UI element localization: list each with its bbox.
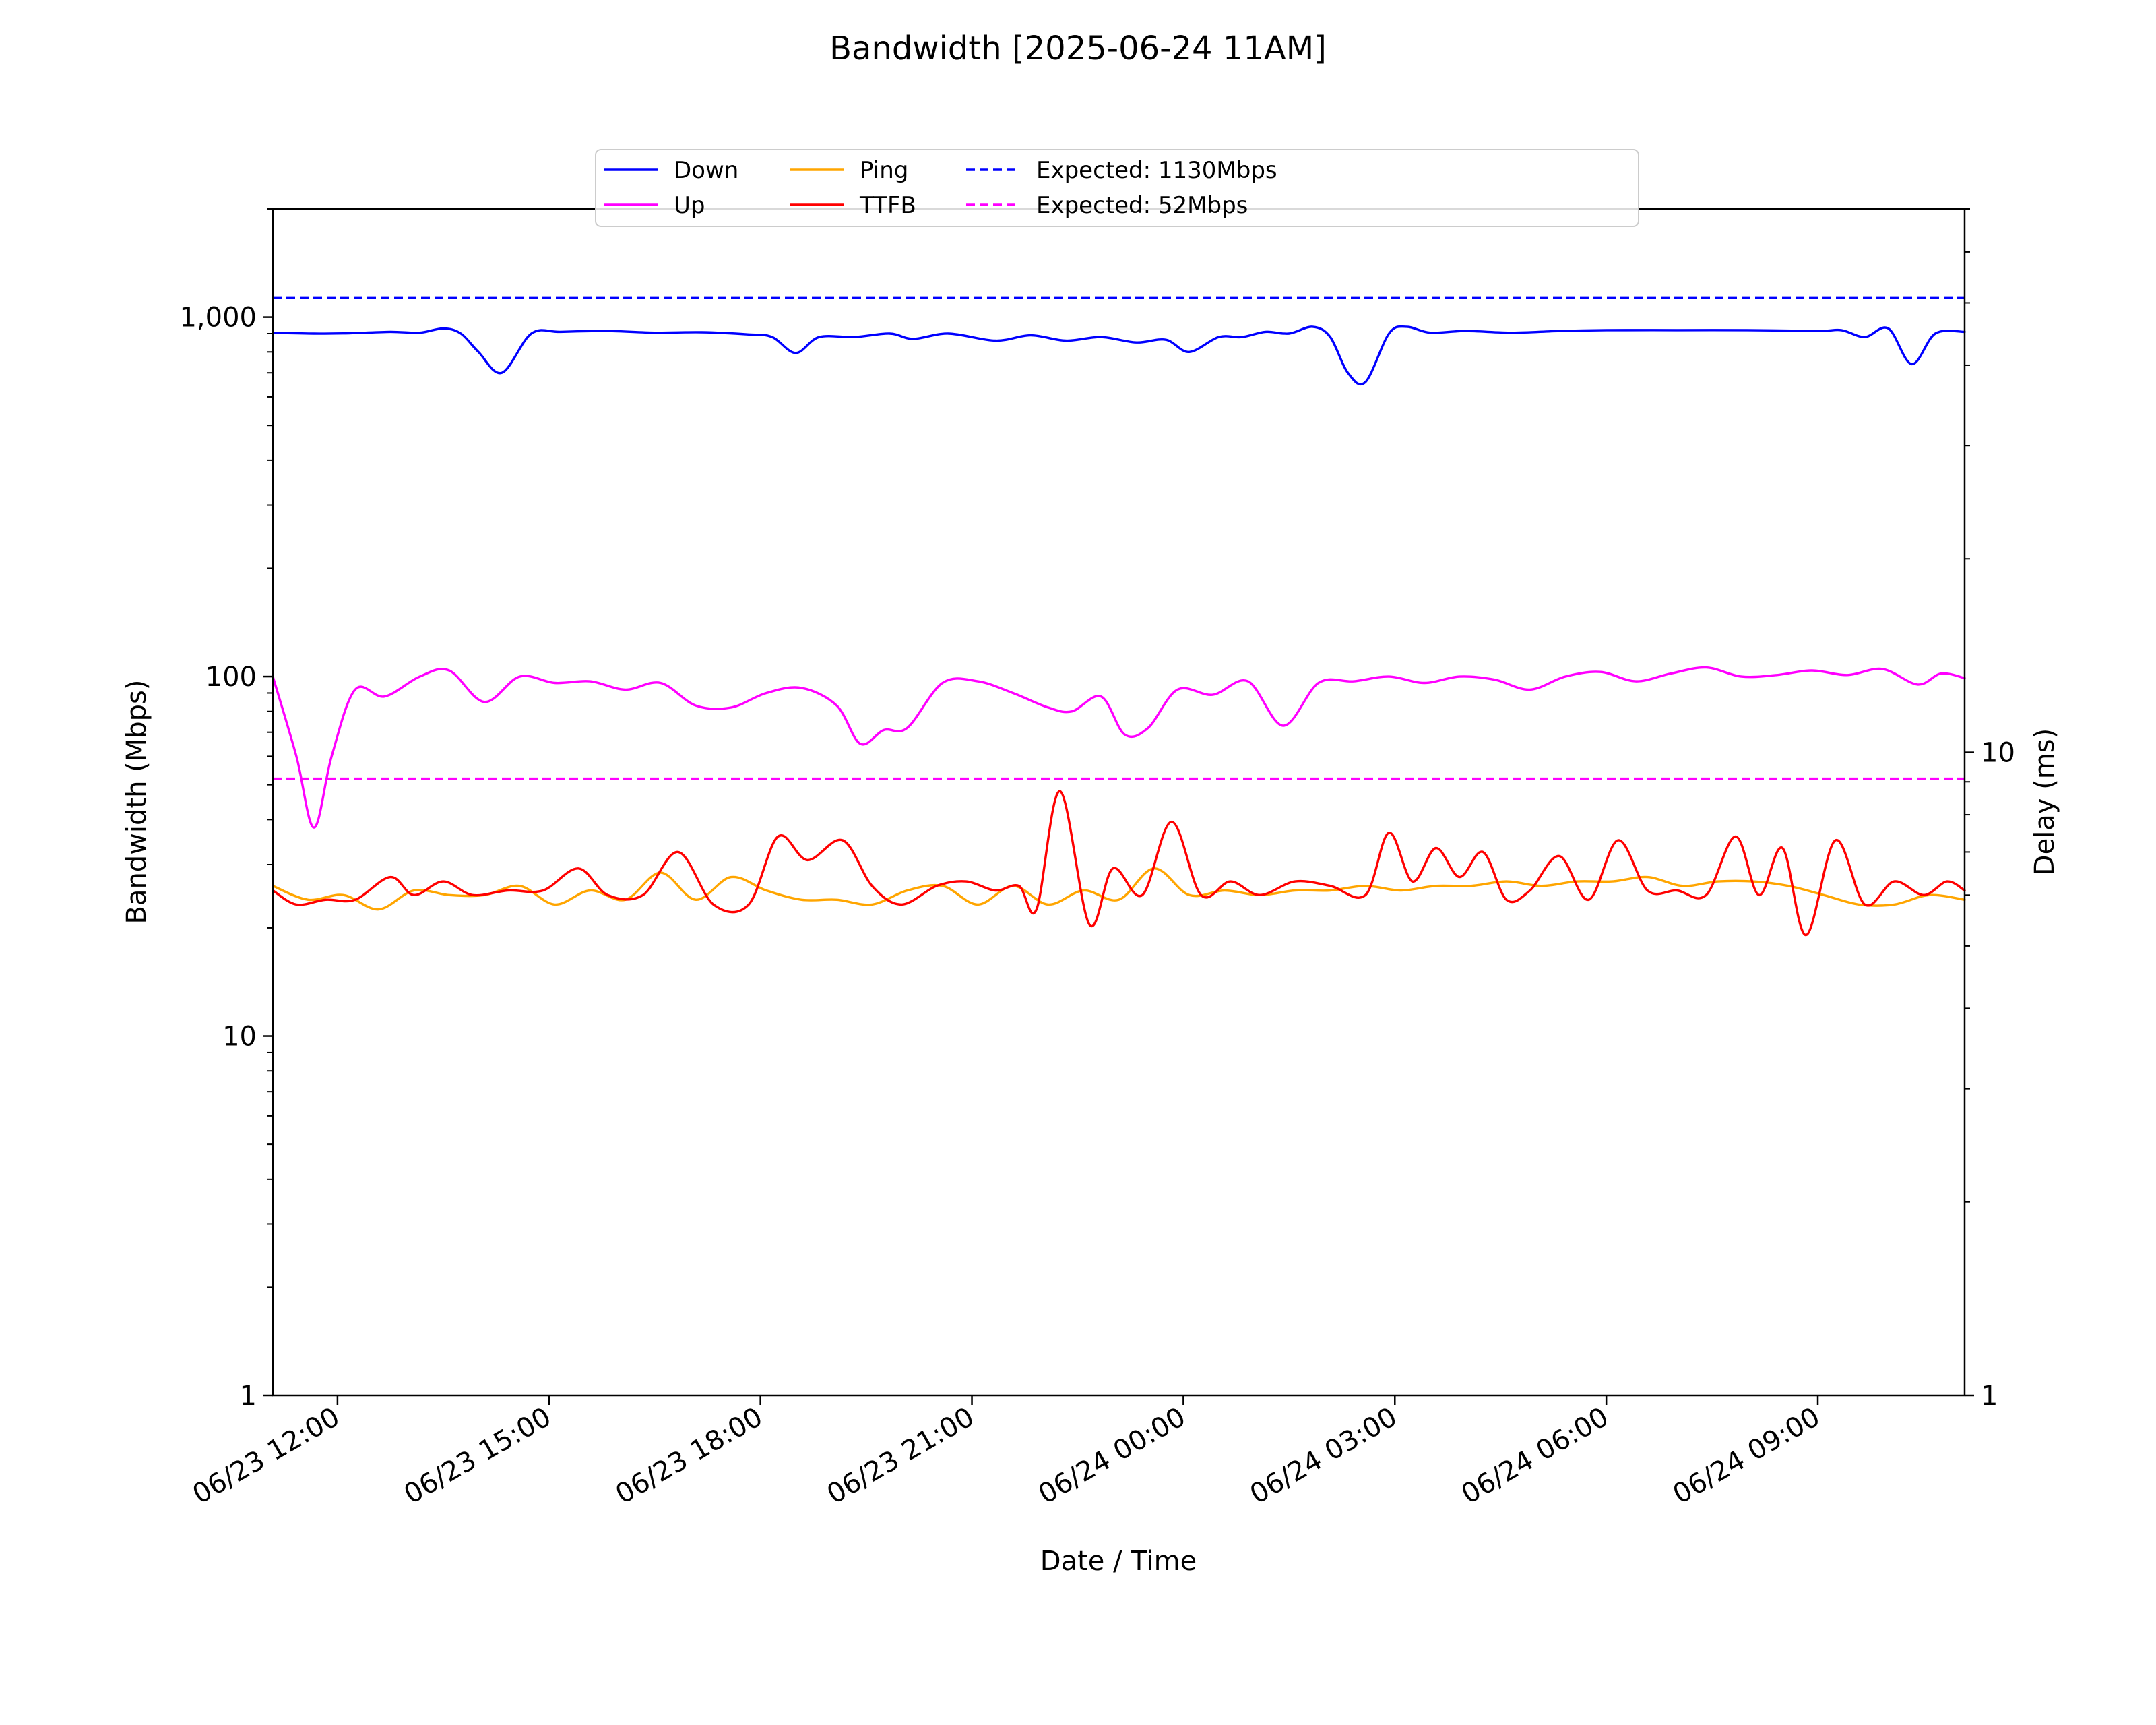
x-axis-label: Date / Time [1040,1546,1197,1577]
series-line-down [272,325,1966,386]
y-axis-label: Bandwidth (Mbps) [121,679,152,924]
y2-tick-label: 10 [1981,738,2015,769]
x-tick-label: 06/24 06:00 [1456,1402,1614,1510]
legend-label: Up [674,192,705,219]
legend-label: Ping [860,157,908,184]
y-tick-label: 1,000 [179,303,257,334]
legend-label: Down [674,157,738,184]
x-tick-label: 06/23 18:00 [610,1402,768,1510]
legend-frame [595,149,1639,227]
legend-label: Expected: 1130Mbps [1036,157,1277,184]
legend-label: TTFB [859,192,916,219]
x-tick-label: 06/24 00:00 [1034,1402,1191,1510]
x-tick-label: 06/23 15:00 [399,1402,557,1510]
y-tick-label: 1 [240,1381,257,1412]
legend: Down Up Ping TTFB Expected: 1130Mbps Expected… [595,149,1639,227]
series-line-up [272,666,1966,829]
plot-frame [272,208,1966,1397]
x-tick-label: 06/23 21:00 [822,1402,980,1510]
series-line-ttfb [272,790,1966,937]
legend-label: Expected: 52Mbps [1036,192,1248,219]
x-axis: 06/23 12:00 06/23 15:00 06/23 18:00 06/23 2… [187,1395,1825,1510]
y2-tick-label: 1 [1981,1381,1998,1412]
y-axis-right: 1 10 [1965,208,2015,1412]
x-tick-label: 06/24 03:00 [1245,1402,1403,1510]
series-layer [272,296,1966,937]
y-tick-label: 10 [222,1022,257,1053]
y-axis-left: 1 10 100 1,000 [179,208,273,1412]
series-line-ping [272,867,1966,911]
y-tick-label: 100 [205,662,257,693]
x-tick-label: 06/23 12:00 [187,1402,345,1510]
y2-axis-label: Delay (ms) [2029,728,2060,875]
chart-title: Bandwidth [2025-06-24 11AM] [829,30,1327,67]
x-tick-label: 06/24 09:00 [1668,1402,1825,1510]
